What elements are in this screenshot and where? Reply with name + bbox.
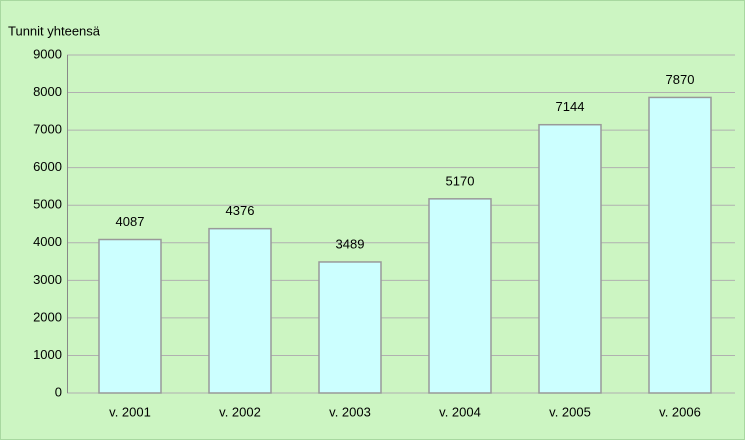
y-tick-label: 1000 [33, 347, 62, 362]
bar [98, 238, 162, 394]
data-label: 5170 [446, 173, 475, 188]
y-tick-label: 8000 [33, 84, 62, 99]
bar [318, 261, 382, 394]
bar [648, 96, 712, 394]
y-tick-label: 0 [55, 384, 62, 399]
y-tick-label: 3000 [33, 272, 62, 287]
bar [538, 123, 602, 394]
bar [208, 227, 272, 394]
x-tick-label: v. 2001 [109, 404, 151, 419]
data-label: 3489 [336, 236, 365, 251]
y-tick-label: 9000 [33, 46, 62, 61]
x-tick-label: v. 2005 [549, 404, 591, 419]
x-tick-label: v. 2006 [659, 404, 701, 419]
y-tick-label: 5000 [33, 197, 62, 212]
y-tick-label: 2000 [33, 309, 62, 324]
data-label: 7870 [666, 72, 695, 87]
x-tick-label: v. 2002 [219, 404, 261, 419]
x-tick-label: v. 2004 [439, 404, 481, 419]
data-label: 4376 [226, 203, 255, 218]
y-tick-label: 4000 [33, 234, 62, 249]
data-label: 7144 [556, 99, 585, 114]
bar [428, 198, 492, 394]
y-tick-label: 7000 [33, 122, 62, 137]
y-tick-label: 6000 [33, 159, 62, 174]
y-axis-label: Tunnit yhteensä [8, 23, 101, 38]
data-label: 4087 [116, 214, 145, 229]
x-tick-label: v. 2003 [329, 404, 371, 419]
